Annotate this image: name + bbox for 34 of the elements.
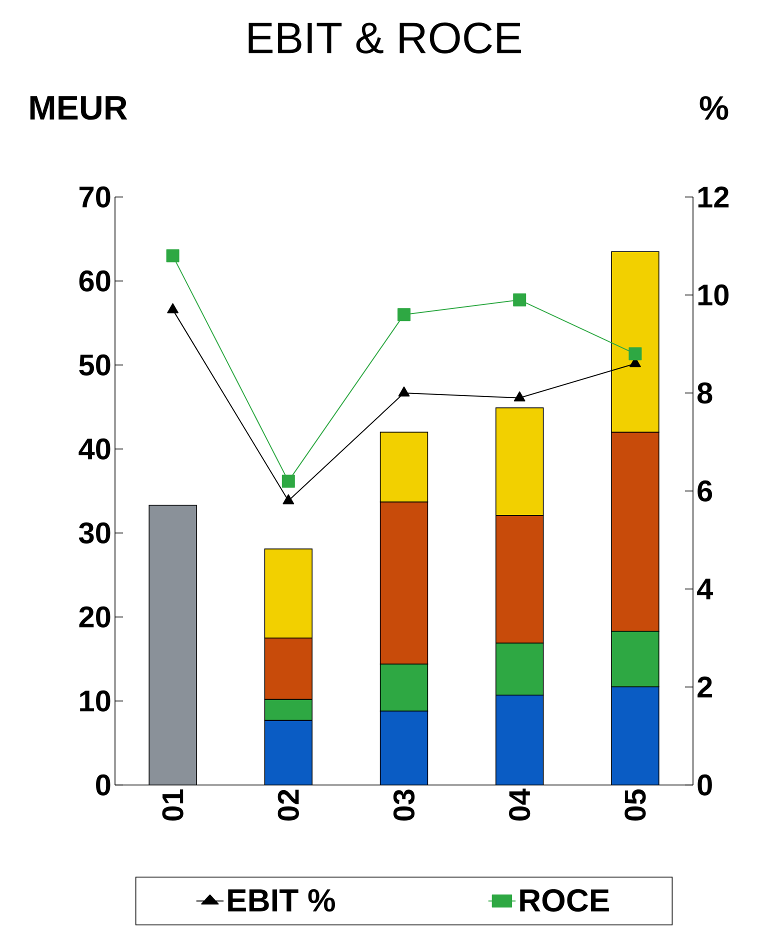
y-tick-label: 60 — [79, 270, 110, 292]
chart-title: EBIT & ROCE — [248, 22, 521, 54]
x-tick-label: 04 — [509, 788, 530, 821]
y2-tick-label: 6 — [698, 480, 712, 502]
point — [282, 474, 295, 488]
y-tick-label: 40 — [78, 438, 110, 460]
x-tick-label: 02 — [278, 790, 299, 821]
y2-axis-title: % — [700, 96, 728, 120]
point — [514, 391, 526, 402]
y-tick-label: 0 — [96, 774, 110, 796]
point — [166, 249, 180, 262]
legend-label: ROCE — [520, 889, 609, 912]
y2-tick-label: 4 — [696, 578, 713, 600]
y-tick-label: 30 — [78, 522, 110, 544]
point — [167, 303, 178, 314]
y-tick-label: 10 — [80, 690, 110, 712]
y2-tick-label: 12 — [698, 186, 729, 208]
y2-tick-label: 2 — [698, 676, 712, 698]
x-tick-label: 03 — [393, 790, 415, 821]
point — [513, 293, 526, 306]
point — [282, 494, 294, 504]
point — [398, 308, 411, 322]
x-tick-label: 05 — [624, 789, 646, 821]
y-tick-label: 20 — [79, 606, 110, 628]
x-tick-label: 01 — [162, 789, 184, 821]
y-tick-label: 70 — [80, 186, 110, 208]
y2-tick-label: 10 — [698, 284, 729, 306]
y-tick-label: 50 — [79, 354, 110, 376]
point — [398, 386, 410, 396]
y-axis-title: MEUR — [30, 96, 128, 120]
legend-label: EBIT % — [228, 889, 335, 912]
y2-tick-label: 0 — [698, 774, 712, 796]
point — [628, 347, 642, 360]
y2-tick-label: 8 — [697, 382, 712, 404]
